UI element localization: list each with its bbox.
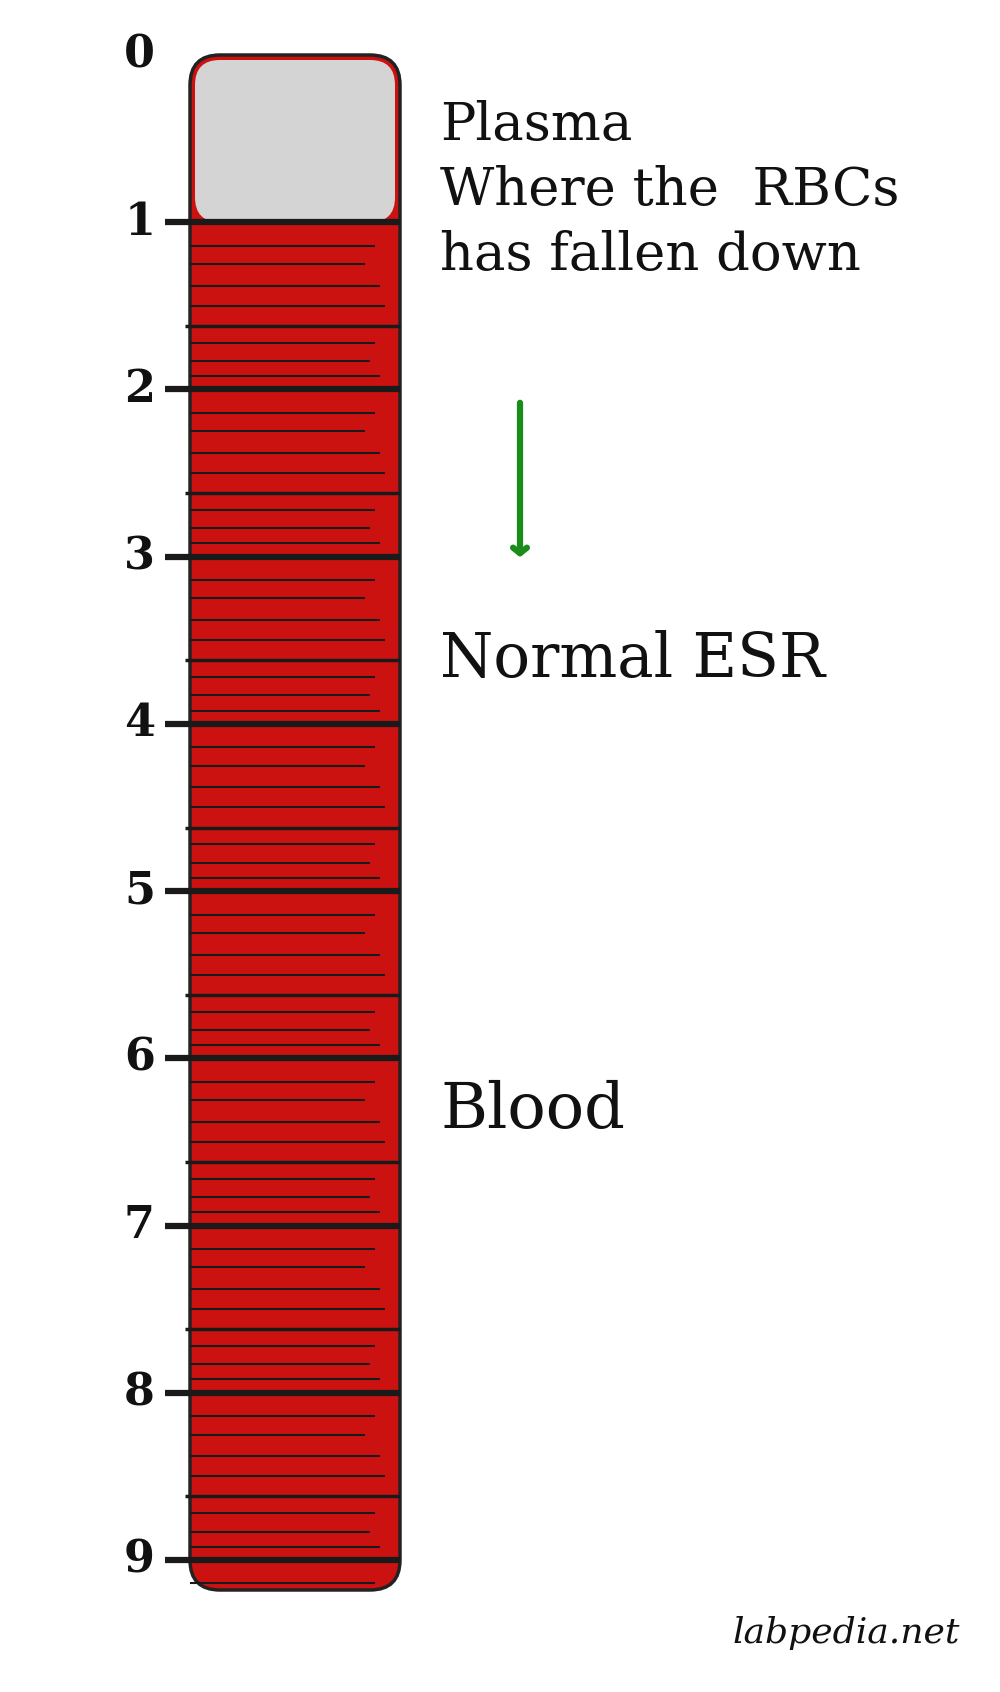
Text: 4: 4 xyxy=(124,702,155,746)
Text: Normal ESR: Normal ESR xyxy=(440,629,825,690)
Text: 2: 2 xyxy=(124,367,155,411)
Text: 8: 8 xyxy=(124,1371,155,1415)
Text: Plasma
Where the  RBCs
has fallen down: Plasma Where the RBCs has fallen down xyxy=(440,100,900,281)
Text: 3: 3 xyxy=(124,535,155,579)
Text: 9: 9 xyxy=(124,1538,155,1582)
Text: Blood: Blood xyxy=(440,1079,625,1140)
Text: 1: 1 xyxy=(124,201,155,244)
Text: 7: 7 xyxy=(124,1205,155,1247)
FancyBboxPatch shape xyxy=(190,56,400,1590)
Text: 6: 6 xyxy=(124,1037,155,1079)
FancyBboxPatch shape xyxy=(195,59,395,222)
Text: 0: 0 xyxy=(124,34,155,76)
Text: labpedia.net: labpedia.net xyxy=(733,1616,960,1650)
Text: 5: 5 xyxy=(124,870,155,912)
